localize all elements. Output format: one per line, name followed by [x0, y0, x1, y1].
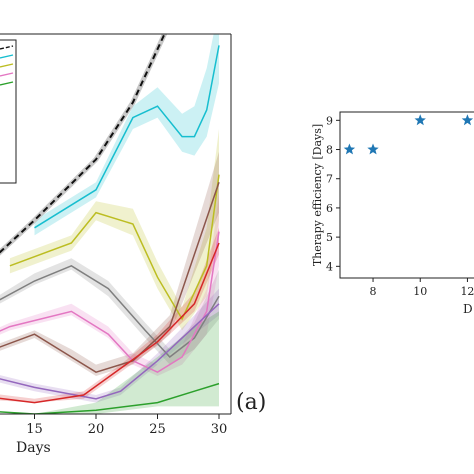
data-point-star-3 [461, 114, 474, 126]
series-line-0 [34, 45, 220, 229]
series-band-6 [0, 227, 219, 403]
right-ytick-label-4: 8 [326, 144, 333, 157]
series-line-7 [0, 382, 220, 414]
series-line-6 [0, 242, 220, 404]
right-ytick-label-5: 9 [326, 114, 333, 127]
left-xtick-label-0: 15 [26, 422, 43, 437]
inset-legend-line-2 [0, 63, 14, 68]
right-ytick-label-2: 6 [326, 202, 333, 215]
right-xtick-label-1: 10 [413, 285, 427, 298]
right-xtick-label-2: 12 [460, 285, 474, 298]
right-ytick-label-0: 4 [326, 260, 333, 273]
left-xlabel: Days [16, 440, 51, 456]
series-band-7 [0, 311, 219, 414]
left-xtick-label-2: 25 [149, 422, 166, 437]
series-band-5 [0, 288, 219, 403]
series-line-4 [0, 181, 220, 374]
right-ytick-label-3: 7 [326, 173, 333, 186]
series-line-1 [9, 174, 220, 321]
left-xtick-label-1: 20 [88, 422, 105, 437]
right-xlabel: D [463, 302, 473, 316]
inset-legend-line-1 [0, 54, 14, 59]
inset-legend-line-4 [0, 81, 14, 86]
right-axes-frame [339, 111, 474, 279]
right-xtick-label-0: 8 [370, 285, 377, 298]
data-point-star-1 [367, 143, 379, 155]
series-band-0 [34, 34, 219, 236]
left-chart: 15 20 25 30 Days (a) [0, 33, 266, 456]
right-ylabel: Therapy efficiency [Days] [311, 124, 324, 266]
right-chart: 4 5 6 7 8 9 8 10 12 Therapy efficiency [Days] D [311, 111, 474, 316]
data-point-star-0 [343, 143, 356, 155]
inset-legend [0, 39, 17, 184]
inset-legend-line-0 [0, 45, 14, 50]
data-point-star-2 [414, 114, 426, 126]
series-line-5 [0, 303, 220, 400]
series-band-1 [9, 129, 220, 331]
inset-legend-line-3 [0, 72, 14, 77]
left-xtick-label-3: 30 [211, 422, 228, 437]
right-ytick-label-1: 5 [326, 231, 333, 244]
panel-label: (a) [236, 390, 266, 415]
reference-curve [0, 34, 166, 254]
